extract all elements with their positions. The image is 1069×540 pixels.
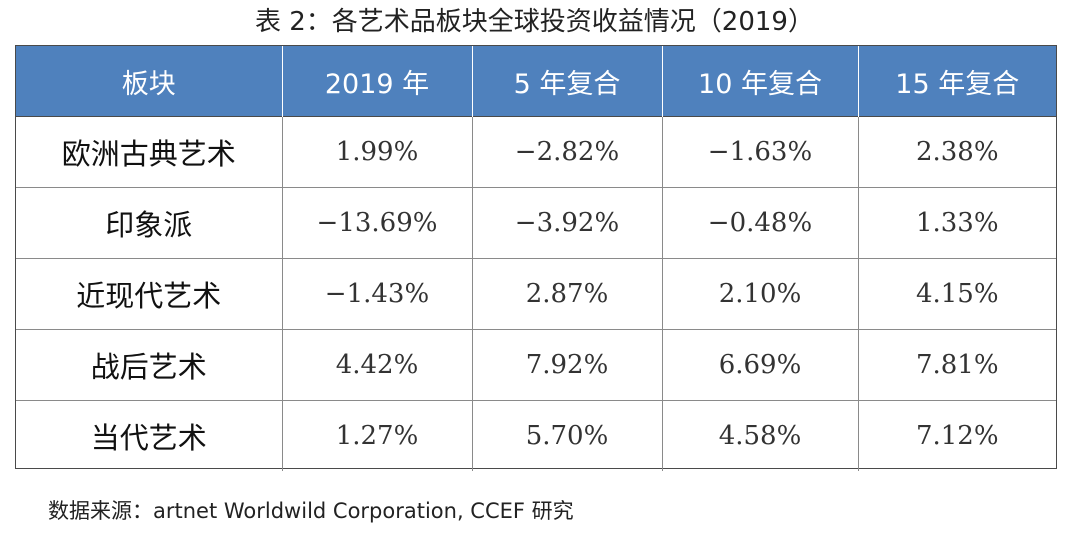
returns-table-container: 板块 2019 年 5 年复合 10 年复合 15 年复合 欧洲古典艺术 1.9… <box>15 45 1057 471</box>
value-cell: 6.69% <box>661 329 858 401</box>
header-10yr: 10 年复合 <box>661 46 858 117</box>
value-cell: 2.38% <box>857 116 1056 188</box>
returns-table: 板块 2019 年 5 年复合 10 年复合 15 年复合 欧洲古典艺术 1.9… <box>16 46 1056 471</box>
value-cell: 4.15% <box>857 258 1056 330</box>
value-cell: 1.33% <box>857 187 1056 259</box>
table-row: 欧洲古典艺术 1.99% −2.82% −1.63% 2.38% <box>16 116 1056 188</box>
value-cell: 7.12% <box>857 400 1056 471</box>
sector-cell: 欧洲古典艺术 <box>16 116 282 188</box>
source-note: 数据来源：artnet Worldwild Corporation, CCEF … <box>48 499 574 523</box>
value-cell: 1.99% <box>281 116 472 188</box>
sector-cell: 当代艺术 <box>16 400 282 471</box>
value-cell: 7.81% <box>857 329 1056 401</box>
value-cell: −1.43% <box>281 258 472 330</box>
header-5yr: 5 年复合 <box>471 46 662 117</box>
header-sector: 板块 <box>16 46 282 117</box>
table-row: 当代艺术 1.27% 5.70% 4.58% 7.12% <box>16 400 1056 471</box>
value-cell: 5.70% <box>471 400 662 471</box>
sector-cell: 印象派 <box>16 187 282 259</box>
value-cell: 1.27% <box>281 400 472 471</box>
header-2019: 2019 年 <box>281 46 472 117</box>
header-row: 板块 2019 年 5 年复合 10 年复合 15 年复合 <box>16 46 1056 117</box>
value-cell: −1.63% <box>661 116 858 188</box>
value-cell: 2.87% <box>471 258 662 330</box>
value-cell: 7.92% <box>471 329 662 401</box>
value-cell: 4.58% <box>661 400 858 471</box>
sector-cell: 战后艺术 <box>16 329 282 401</box>
value-cell: −2.82% <box>471 116 662 188</box>
table-title: 表 2：各艺术品板块全球投资收益情况（2019） <box>255 7 814 37</box>
value-cell: −3.92% <box>471 187 662 259</box>
header-15yr: 15 年复合 <box>857 46 1056 117</box>
table-row: 战后艺术 4.42% 7.92% 6.69% 7.81% <box>16 329 1056 401</box>
sector-cell: 近现代艺术 <box>16 258 282 330</box>
table-row: 印象派 −13.69% −3.92% −0.48% 1.33% <box>16 187 1056 259</box>
value-cell: −0.48% <box>661 187 858 259</box>
value-cell: 2.10% <box>661 258 858 330</box>
value-cell: 4.42% <box>281 329 472 401</box>
value-cell: −13.69% <box>281 187 472 259</box>
table-row: 近现代艺术 −1.43% 2.87% 2.10% 4.15% <box>16 258 1056 330</box>
